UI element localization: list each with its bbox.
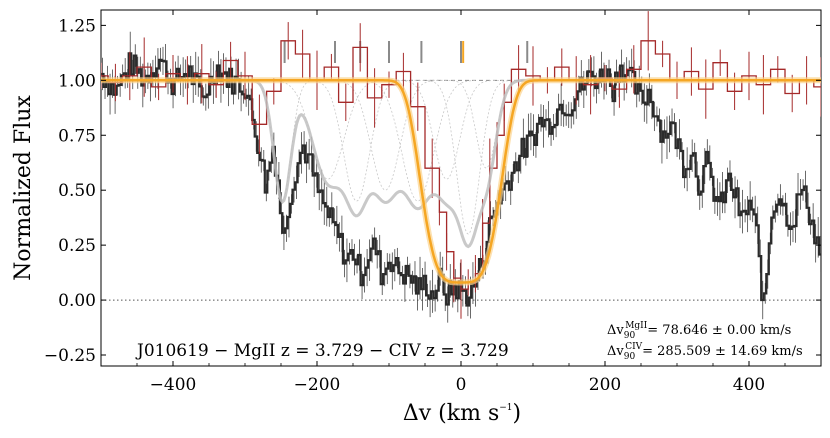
civ-component-profile (327, 80, 443, 191)
civ-component-profile (360, 80, 476, 202)
system-label: J010619 − MgII z = 3.729 − CIV z = 3.729 (135, 341, 509, 361)
mgii-fit-line (101, 79, 821, 284)
dv90-mgii-annotation: Δv90MgII= 78.646 ± 0.00 km/s (607, 321, 791, 341)
y-tick-label: 1.00 (58, 71, 96, 91)
x-tick-label: −400 (150, 375, 197, 395)
dv90-civ-annotation: Δv90CIV= 285.509 ± 14.69 km/s (607, 342, 803, 362)
mgii-spectrum-line (101, 40, 821, 290)
y-tick-label: 0.75 (58, 126, 96, 146)
svg-text:Δv90MgII= 78.646 ± 0.00 km/s: Δv90MgII= 78.646 ± 0.00 km/s (607, 321, 791, 341)
y-tick-label: −0.25 (44, 346, 96, 366)
svg-text:Δv90CIV= 285.509 ± 14.69 km/s: Δv90CIV= 285.509 ± 14.69 km/s (607, 342, 803, 362)
x-tick-label: 200 (589, 375, 621, 395)
x-tick-label: 0 (456, 375, 467, 395)
y-tick-label: 0.25 (58, 236, 96, 256)
y-tick-label: 0.00 (58, 291, 96, 311)
x-tick-label: 400 (733, 375, 765, 395)
x-tick-label: −200 (294, 375, 341, 395)
y-axis-title: Normalized Flux (11, 95, 36, 281)
civ-component-profile (410, 79, 526, 235)
y-tick-label: 0.50 (58, 181, 96, 201)
civ-component-profile (299, 79, 415, 202)
civ-component-profile (224, 79, 340, 202)
x-axis-title: Δv (km s−1) (403, 401, 521, 426)
civ-fit-line (230, 78, 548, 249)
y-tick-label: 1.25 (58, 16, 96, 36)
civ-component-profile (270, 80, 386, 180)
